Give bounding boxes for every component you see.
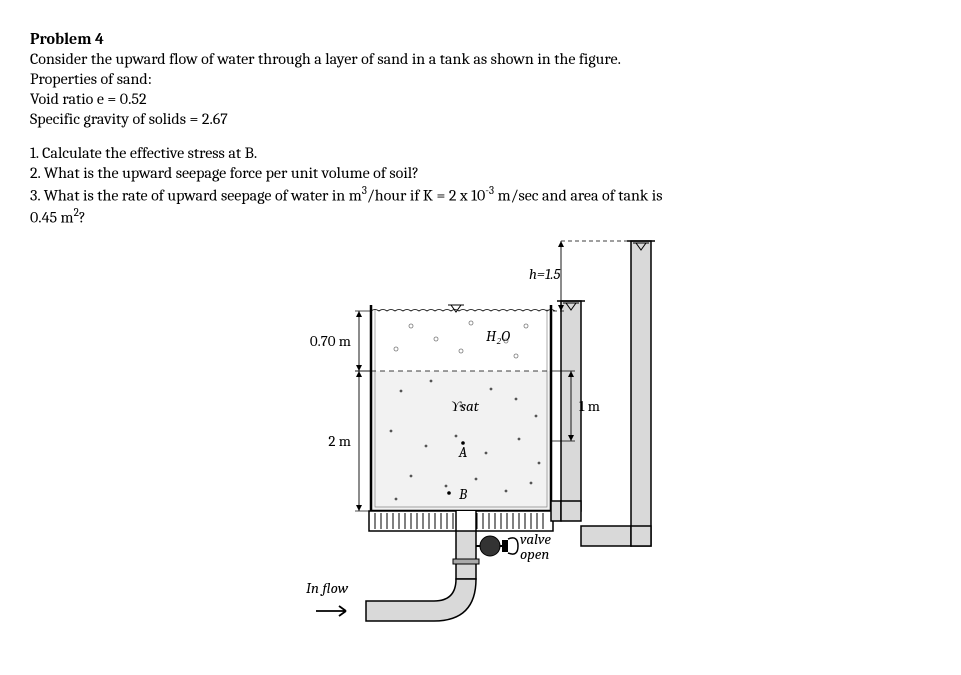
svg-text:ϒsat: ϒsat	[451, 397, 480, 415]
svg-text:open: open	[520, 545, 549, 563]
svg-text:H₂O: H₂O	[486, 327, 510, 345]
svg-text:B: B	[457, 485, 467, 503]
svg-text:A: A	[457, 443, 467, 461]
q3-part-c: m/sec and area of tank is	[494, 186, 662, 204]
property-specific-gravity: Specific gravity of solids = 2.67	[30, 110, 931, 128]
properties-header: Properties of sand:	[30, 70, 931, 88]
question-3-line1: 3. What is the rate of upward seepage of…	[30, 184, 931, 204]
superscript-neg3: -3	[485, 184, 494, 197]
tank-figure: In flowh=1.51 m0.70 m2 mH₂OϒsatABvalveop…	[261, 231, 701, 651]
figure-container: In flowh=1.51 m0.70 m2 mH₂OϒsatABvalveop…	[30, 231, 931, 655]
question-1: 1. Calculate the effective stress at B.	[30, 144, 931, 162]
svg-text:1 m: 1 m	[579, 397, 600, 415]
question-3-line2: 0.45 m2?	[30, 206, 931, 226]
svg-text:2 m: 2 m	[328, 432, 351, 450]
svg-text:h=1.5: h=1.5	[529, 265, 561, 283]
problem-title: Problem 4	[30, 30, 931, 48]
intro-line: Consider the upward flow of water throug…	[30, 50, 931, 68]
q3-part-a: 3. What is the rate of upward seepage of…	[30, 186, 362, 204]
q3-part-d: 0.45 m	[30, 209, 74, 227]
property-void-ratio: Void ratio e = 0.52	[30, 90, 931, 108]
svg-text:In flow: In flow	[306, 579, 349, 597]
question-2: 2. What is the upward seepage force per …	[30, 164, 931, 182]
svg-text:0.70 m: 0.70 m	[309, 332, 350, 350]
q3-part-e: ?	[79, 209, 86, 227]
q3-part-b: /hour if K = 2 x 10	[367, 186, 485, 204]
